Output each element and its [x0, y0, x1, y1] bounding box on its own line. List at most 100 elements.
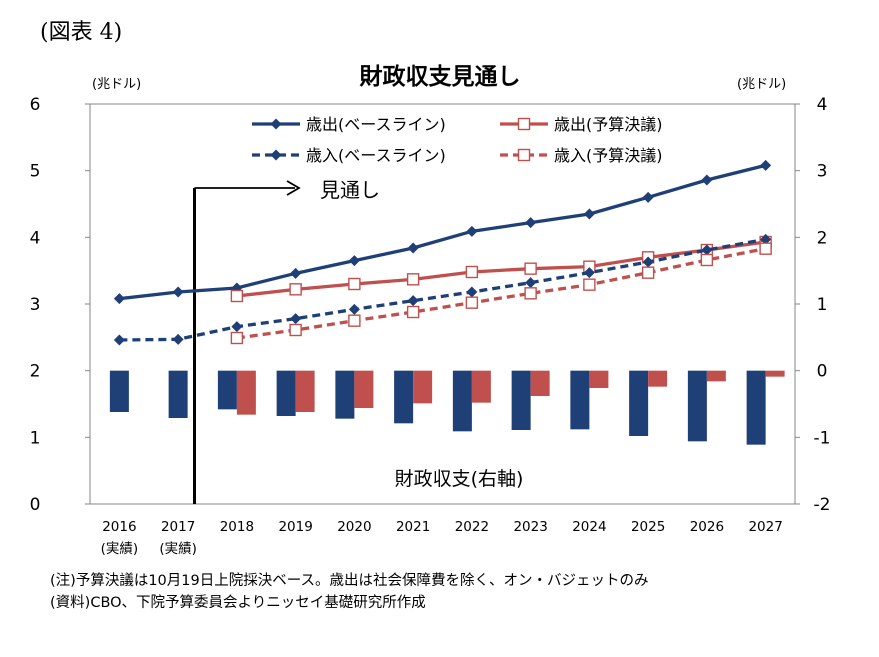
series-line — [236, 240, 766, 298]
bar-balance — [589, 370, 609, 388]
legend-entry: 歳出(予算決議) — [554, 115, 663, 134]
series-point — [466, 225, 478, 237]
series-point — [348, 277, 361, 291]
series-point — [348, 303, 360, 315]
series-point — [465, 265, 479, 279]
series-point — [466, 286, 478, 298]
x-tick-label: 2020 — [337, 519, 371, 535]
bar-balance — [765, 370, 785, 377]
series-point — [406, 273, 420, 286]
series-point — [583, 208, 595, 220]
x-tick-label: 2016 — [102, 519, 136, 535]
series-point — [230, 289, 244, 303]
x-tick-label: 2027 — [748, 519, 782, 535]
left-tick-label: 2 — [30, 362, 41, 382]
series-point — [172, 286, 184, 298]
chart-title: 財政収支見通し — [360, 64, 521, 90]
series-point — [172, 333, 184, 345]
x-tick-label: 2023 — [513, 519, 547, 535]
x-tick-label: 2025 — [631, 519, 665, 535]
series-line — [119, 163, 767, 301]
series-point — [524, 287, 537, 300]
series-point — [701, 174, 713, 186]
legend-entry: 歳入(ベースライン) — [306, 146, 446, 165]
left-tick-label: 4 — [30, 228, 41, 248]
bar-balance — [217, 370, 237, 410]
bar-balance — [570, 370, 590, 430]
x-tick-sublabel: (実績) — [101, 541, 139, 557]
right-tick-label: 1 — [817, 295, 828, 315]
series-point — [407, 295, 419, 307]
right-axis-unit: (兆ドル) — [737, 77, 786, 92]
x-tick-label: 2024 — [572, 519, 606, 535]
bar-balance — [706, 370, 726, 382]
bar-balance — [335, 370, 355, 419]
bar-balance — [413, 370, 433, 404]
bar-balance — [746, 370, 766, 445]
right-tick-label: 0 — [817, 362, 828, 382]
bar-balance — [394, 370, 414, 424]
bar-balance — [276, 370, 296, 416]
x-tick-label: 2019 — [278, 519, 312, 535]
series-point — [642, 191, 654, 203]
source-line: (資料)CBO、下院予算委員会よりニッセイ基礎研究所作成 — [50, 595, 426, 611]
forecast-label: 見通し — [320, 178, 380, 202]
series-point — [231, 321, 243, 333]
x-tick-label: 2021 — [396, 519, 430, 535]
series-point — [641, 266, 655, 279]
bar-balance — [452, 370, 472, 432]
figure-label: (図表 4) — [40, 20, 123, 45]
left-tick-label: 3 — [30, 295, 41, 315]
series-point — [583, 278, 596, 291]
left-tick-label: 5 — [30, 162, 41, 182]
series-point — [407, 242, 419, 254]
series-point — [524, 262, 537, 275]
series-point — [406, 305, 420, 319]
bar-balance — [511, 370, 531, 430]
legend-entry: 歳出(ベースライン) — [306, 115, 446, 134]
bar-balance — [295, 370, 315, 412]
bar-balance — [109, 370, 129, 412]
x-tick-label: 2026 — [690, 519, 724, 535]
notes: (注)予算決議は10月19日上院採決ベース。歳出は社会保障費を除く、オン・バジェ… — [50, 570, 649, 614]
bar-balance — [168, 370, 188, 418]
bar-balance — [354, 370, 374, 408]
note-line: (注)予算決議は10月19日上院採決ベース。歳出は社会保障費を除く、オン・バジェ… — [50, 573, 649, 589]
x-tick-label: 2018 — [220, 519, 254, 535]
series-point — [525, 217, 537, 229]
series-point — [583, 267, 595, 279]
left-axis-unit: (兆ドル) — [92, 77, 141, 92]
series-line — [119, 237, 766, 342]
bar-balance — [629, 370, 649, 436]
series-point — [760, 159, 772, 171]
bar-annotation: 財政収支(右軸) — [395, 468, 524, 490]
legend-marker — [270, 149, 282, 161]
series-point — [113, 334, 125, 346]
x-tick-label: 2022 — [455, 519, 489, 535]
series-point — [642, 256, 654, 268]
bar-balance — [687, 370, 707, 442]
series-point — [700, 253, 714, 267]
right-tick-label: -1 — [814, 428, 831, 448]
legend-marker — [517, 117, 531, 131]
legend-marker — [270, 118, 282, 130]
x-tick-sublabel: (実績) — [159, 541, 197, 557]
series-point — [289, 283, 302, 296]
series-line — [236, 247, 766, 340]
series-point — [465, 296, 479, 309]
bar-balance — [648, 370, 668, 387]
legend-entry: 歳入(予算決議) — [554, 146, 663, 165]
series-point — [701, 244, 713, 256]
series-point — [113, 293, 125, 305]
left-tick-label: 6 — [30, 95, 41, 115]
series-point — [290, 313, 302, 325]
series-point — [348, 314, 361, 327]
right-tick-label: 4 — [817, 95, 828, 115]
series-point — [348, 255, 360, 267]
legend-marker — [517, 148, 531, 162]
plot-area: 0 1 2 3 4 5 6 -2 -1 0 1 2 3 4 2016 (実績) 2017 (実績) 2018 2019… — [30, 95, 831, 557]
x-tick-label: 2017 — [161, 519, 195, 535]
bar-balance — [530, 370, 550, 396]
